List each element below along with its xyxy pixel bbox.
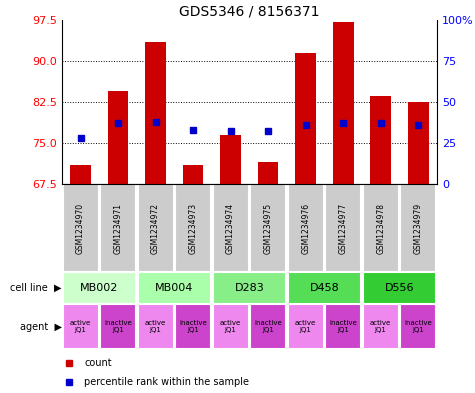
Text: active
JQ1: active JQ1 xyxy=(145,320,166,333)
Text: GSM1234977: GSM1234977 xyxy=(339,202,348,253)
Text: inactive
JQ1: inactive JQ1 xyxy=(104,320,132,333)
Bar xyxy=(63,272,136,304)
Bar xyxy=(63,184,98,272)
Text: D283: D283 xyxy=(235,283,264,293)
Bar xyxy=(370,96,391,184)
Bar xyxy=(288,184,323,272)
Text: inactive
JQ1: inactive JQ1 xyxy=(329,320,357,333)
Bar xyxy=(250,304,286,349)
Bar xyxy=(175,184,211,272)
Text: count: count xyxy=(84,358,112,368)
Text: GSM1234973: GSM1234973 xyxy=(189,202,198,253)
Bar xyxy=(333,22,353,184)
Text: GSM1234979: GSM1234979 xyxy=(414,202,423,253)
Bar xyxy=(100,304,136,349)
Text: active
JQ1: active JQ1 xyxy=(70,320,91,333)
Bar xyxy=(258,162,278,184)
Text: inactive
JQ1: inactive JQ1 xyxy=(404,320,432,333)
Text: GSM1234976: GSM1234976 xyxy=(301,202,310,253)
Text: GSM1234975: GSM1234975 xyxy=(264,202,273,253)
Bar xyxy=(70,165,91,184)
Bar xyxy=(400,184,436,272)
Text: agent  ▶: agent ▶ xyxy=(20,321,62,332)
Text: active
JQ1: active JQ1 xyxy=(370,320,391,333)
Bar xyxy=(138,272,211,304)
Text: MB004: MB004 xyxy=(155,283,193,293)
Bar xyxy=(250,184,286,272)
Bar xyxy=(220,135,241,184)
Text: MB002: MB002 xyxy=(80,283,118,293)
Bar xyxy=(295,53,316,184)
Bar xyxy=(408,102,428,184)
Bar xyxy=(213,304,248,349)
Bar xyxy=(325,184,361,272)
Text: GSM1234971: GSM1234971 xyxy=(114,202,123,253)
Text: percentile rank within the sample: percentile rank within the sample xyxy=(84,377,249,387)
Bar xyxy=(183,165,203,184)
Text: active
JQ1: active JQ1 xyxy=(220,320,241,333)
Bar xyxy=(213,272,286,304)
Text: inactive
JQ1: inactive JQ1 xyxy=(179,320,207,333)
Text: GSM1234970: GSM1234970 xyxy=(76,202,85,253)
Bar xyxy=(288,304,323,349)
Bar xyxy=(363,272,436,304)
Bar xyxy=(145,42,166,184)
Bar xyxy=(63,304,98,349)
Text: active
JQ1: active JQ1 xyxy=(295,320,316,333)
Bar xyxy=(288,272,361,304)
Bar xyxy=(108,91,128,184)
Bar xyxy=(325,304,361,349)
Bar xyxy=(363,184,399,272)
Text: GSM1234972: GSM1234972 xyxy=(151,202,160,253)
Text: D556: D556 xyxy=(385,283,414,293)
Bar xyxy=(100,184,136,272)
Bar xyxy=(138,184,173,272)
Text: D458: D458 xyxy=(310,283,339,293)
Text: inactive
JQ1: inactive JQ1 xyxy=(254,320,282,333)
Bar xyxy=(175,304,211,349)
Text: cell line  ▶: cell line ▶ xyxy=(10,283,62,293)
Text: GSM1234978: GSM1234978 xyxy=(376,202,385,253)
Title: GDS5346 / 8156371: GDS5346 / 8156371 xyxy=(179,4,320,18)
Text: GSM1234974: GSM1234974 xyxy=(226,202,235,253)
Bar xyxy=(138,304,173,349)
Bar xyxy=(400,304,436,349)
Bar xyxy=(213,184,248,272)
Bar xyxy=(363,304,399,349)
